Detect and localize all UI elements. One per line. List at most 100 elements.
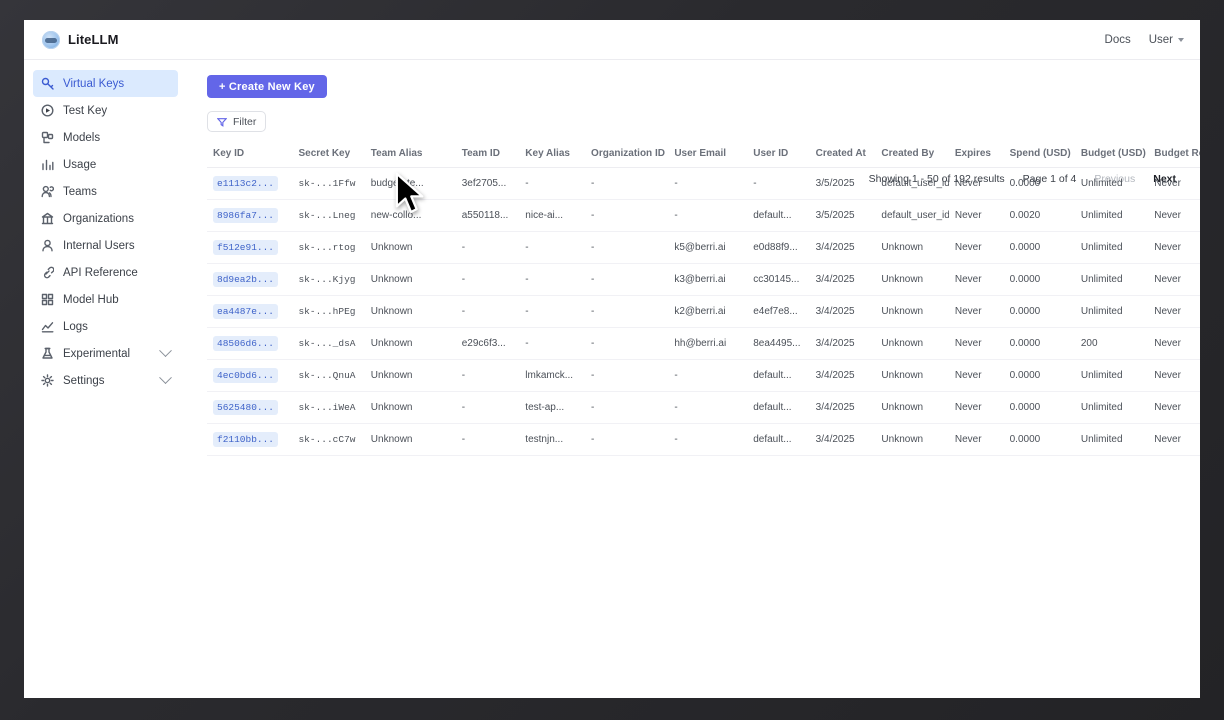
cell-team-id: -: [455, 295, 520, 328]
column-header-key-alias[interactable]: Key Alias: [519, 144, 586, 168]
cell-org-id: -: [585, 391, 669, 424]
cell-key-id[interactable]: 4ec0bd6...: [207, 359, 293, 392]
sidebar-item-logs[interactable]: Logs: [33, 313, 178, 340]
cell-created-by: Unknown: [875, 231, 949, 264]
key-id-badge[interactable]: 8d9ea2b...: [213, 272, 279, 287]
flask-icon: [41, 347, 54, 360]
cell-key-id[interactable]: f2110bb...: [207, 423, 293, 456]
sidebar-item-virtual-keys[interactable]: Virtual Keys: [33, 70, 178, 97]
keys-table-container[interactable]: Key ID Secret Key Team Alias Team ID Key Ali…: [207, 144, 1200, 457]
cell-secret-key: sk-...iWeA: [292, 391, 365, 424]
cell-team-alias: Unknown: [364, 295, 456, 328]
cell-created-by: Unknown: [875, 263, 949, 296]
cell-key-id[interactable]: 48506d6...: [207, 327, 293, 360]
sidebar-item-experimental[interactable]: Experimental: [33, 340, 178, 367]
cell-created-at: 3/4/2025: [809, 231, 876, 264]
sidebar-item-organizations[interactable]: Organizations: [33, 205, 178, 232]
sidebar-item-models[interactable]: Models: [33, 124, 178, 151]
table-row[interactable]: ea4487e... sk-...hPEg Unknown - - - k2@berri.a…: [207, 295, 1200, 328]
cell-expires: Never: [948, 199, 1004, 232]
user-icon: [41, 239, 54, 252]
cell-spend: 0.0000: [1003, 423, 1075, 456]
brand[interactable]: LiteLLM: [42, 30, 119, 49]
cell-user-email: -: [668, 199, 748, 232]
cell-created-by: default_user_id: [875, 167, 949, 200]
litellm-app-window: LiteLLM Docs User Virtual Keys Test Key Mo…: [24, 20, 1200, 698]
cell-team-id: -: [455, 423, 520, 456]
column-header-expires[interactable]: Expires: [948, 144, 1004, 168]
sidebar-item-test-key[interactable]: Test Key: [33, 97, 178, 124]
key-id-badge[interactable]: e1113c2...: [213, 176, 279, 191]
filter-button[interactable]: Filter: [207, 111, 267, 132]
table-row[interactable]: e1113c2... sk-...1Ffw budget_te... 3ef2705.…: [207, 167, 1200, 200]
cell-key-id[interactable]: e1113c2...: [207, 167, 293, 200]
cell-org-id: -: [585, 199, 669, 232]
key-id-badge[interactable]: 4ec0bd6...: [213, 368, 279, 383]
chevron-down-icon[interactable]: [159, 371, 172, 385]
create-new-key-button[interactable]: + Create New Key: [207, 75, 327, 98]
sidebar-item-internal-users[interactable]: Internal Users: [33, 232, 178, 259]
chevron-down-icon[interactable]: [159, 344, 172, 358]
table-row[interactable]: 4ec0bd6... sk-...QnuA Unknown - lmkamck... - -…: [207, 359, 1200, 392]
column-header-created-at[interactable]: Created At: [809, 144, 876, 168]
column-header-organization-id[interactable]: Organization ID: [585, 144, 669, 168]
cell-spend: 0.0000: [1003, 391, 1075, 424]
cell-key-alias: testnjn...: [519, 423, 586, 456]
cell-key-id[interactable]: 5625480...: [207, 391, 293, 424]
cell-spend: 0.0020: [1003, 199, 1075, 232]
cell-created-at: 3/4/2025: [809, 295, 876, 328]
column-header-budget-reset[interactable]: Budget Reset: [1148, 144, 1200, 168]
docs-link[interactable]: Docs: [1104, 33, 1131, 46]
cell-created-at: 3/4/2025: [809, 327, 876, 360]
user-menu[interactable]: User: [1149, 34, 1184, 46]
cell-created-at: 3/4/2025: [809, 263, 876, 296]
table-row[interactable]: 5625480... sk-...iWeA Unknown - test-ap... - -…: [207, 391, 1200, 424]
column-header-budget-usd[interactable]: Budget (USD): [1074, 144, 1149, 168]
key-id-badge[interactable]: ea4487e...: [213, 304, 279, 319]
cell-budget: 200: [1074, 327, 1149, 360]
cell-key-id[interactable]: 8986fa7...: [207, 199, 293, 232]
table-row[interactable]: f512e91... sk-...rtog Unknown - - - k5@berri.a…: [207, 231, 1200, 264]
key-id-badge[interactable]: 8986fa7...: [213, 208, 279, 223]
table-body: e1113c2... sk-...1Ffw budget_te... 3ef2705.…: [207, 167, 1200, 457]
cell-created-by: Unknown: [875, 295, 949, 328]
cell-key-alias: -: [519, 231, 586, 264]
cell-key-id[interactable]: f512e91...: [207, 231, 293, 264]
column-header-secret-key[interactable]: Secret Key: [292, 144, 365, 168]
cell-expires: Never: [948, 263, 1004, 296]
sidebar-item-api-reference[interactable]: API Reference: [33, 259, 178, 286]
secret-key-text: sk-..._dsA: [298, 338, 356, 349]
sidebar-item-teams[interactable]: Teams: [33, 178, 178, 205]
cell-user-id: default...: [747, 423, 810, 456]
sidebar-item-label: Internal Users: [63, 239, 135, 252]
column-header-user-id[interactable]: User ID: [747, 144, 810, 168]
sidebar-item-settings[interactable]: Settings: [33, 367, 178, 394]
cell-user-id: default...: [747, 391, 810, 424]
cell-spend: 0.0000: [1003, 263, 1075, 296]
table-row[interactable]: 8d9ea2b... sk-...Kjyg Unknown - - - k3@berri.a…: [207, 263, 1200, 296]
key-id-badge[interactable]: f512e91...: [213, 240, 279, 255]
key-id-badge[interactable]: f2110bb...: [213, 432, 279, 447]
column-header-user-email[interactable]: User Email: [668, 144, 748, 168]
table-row[interactable]: f2110bb... sk-...cC7w Unknown - testnjn... - -…: [207, 423, 1200, 456]
column-header-spend-usd[interactable]: Spend (USD): [1003, 144, 1075, 168]
cell-created-by: Unknown: [875, 327, 949, 360]
key-id-badge[interactable]: 48506d6...: [213, 336, 279, 351]
table-row[interactable]: 8986fa7... sk-...Lneg new-collo... a550118.…: [207, 199, 1200, 232]
top-bar-actions: Docs User: [1105, 34, 1184, 46]
cell-user-email: k5@berri.ai: [668, 231, 748, 264]
secret-key-text: sk-...Kjyg: [298, 274, 356, 285]
sidebar-item-model-hub[interactable]: Model Hub: [33, 286, 178, 313]
cell-user-email: -: [668, 423, 748, 456]
table-row[interactable]: 48506d6... sk-..._dsA Unknown e29c6f3... - - h…: [207, 327, 1200, 360]
column-header-created-by[interactable]: Created By: [875, 144, 949, 168]
cell-key-id[interactable]: ea4487e...: [207, 295, 293, 328]
column-header-key-id[interactable]: Key ID: [207, 144, 293, 168]
column-header-team-id[interactable]: Team ID: [455, 144, 520, 168]
cell-key-id[interactable]: 8d9ea2b...: [207, 263, 293, 296]
column-header-team-alias[interactable]: Team Alias: [364, 144, 456, 168]
key-id-badge[interactable]: 5625480...: [213, 400, 279, 415]
cell-created-by: Unknown: [875, 359, 949, 392]
sidebar-item-usage[interactable]: Usage: [33, 151, 178, 178]
cell-created-by: Unknown: [875, 423, 949, 456]
